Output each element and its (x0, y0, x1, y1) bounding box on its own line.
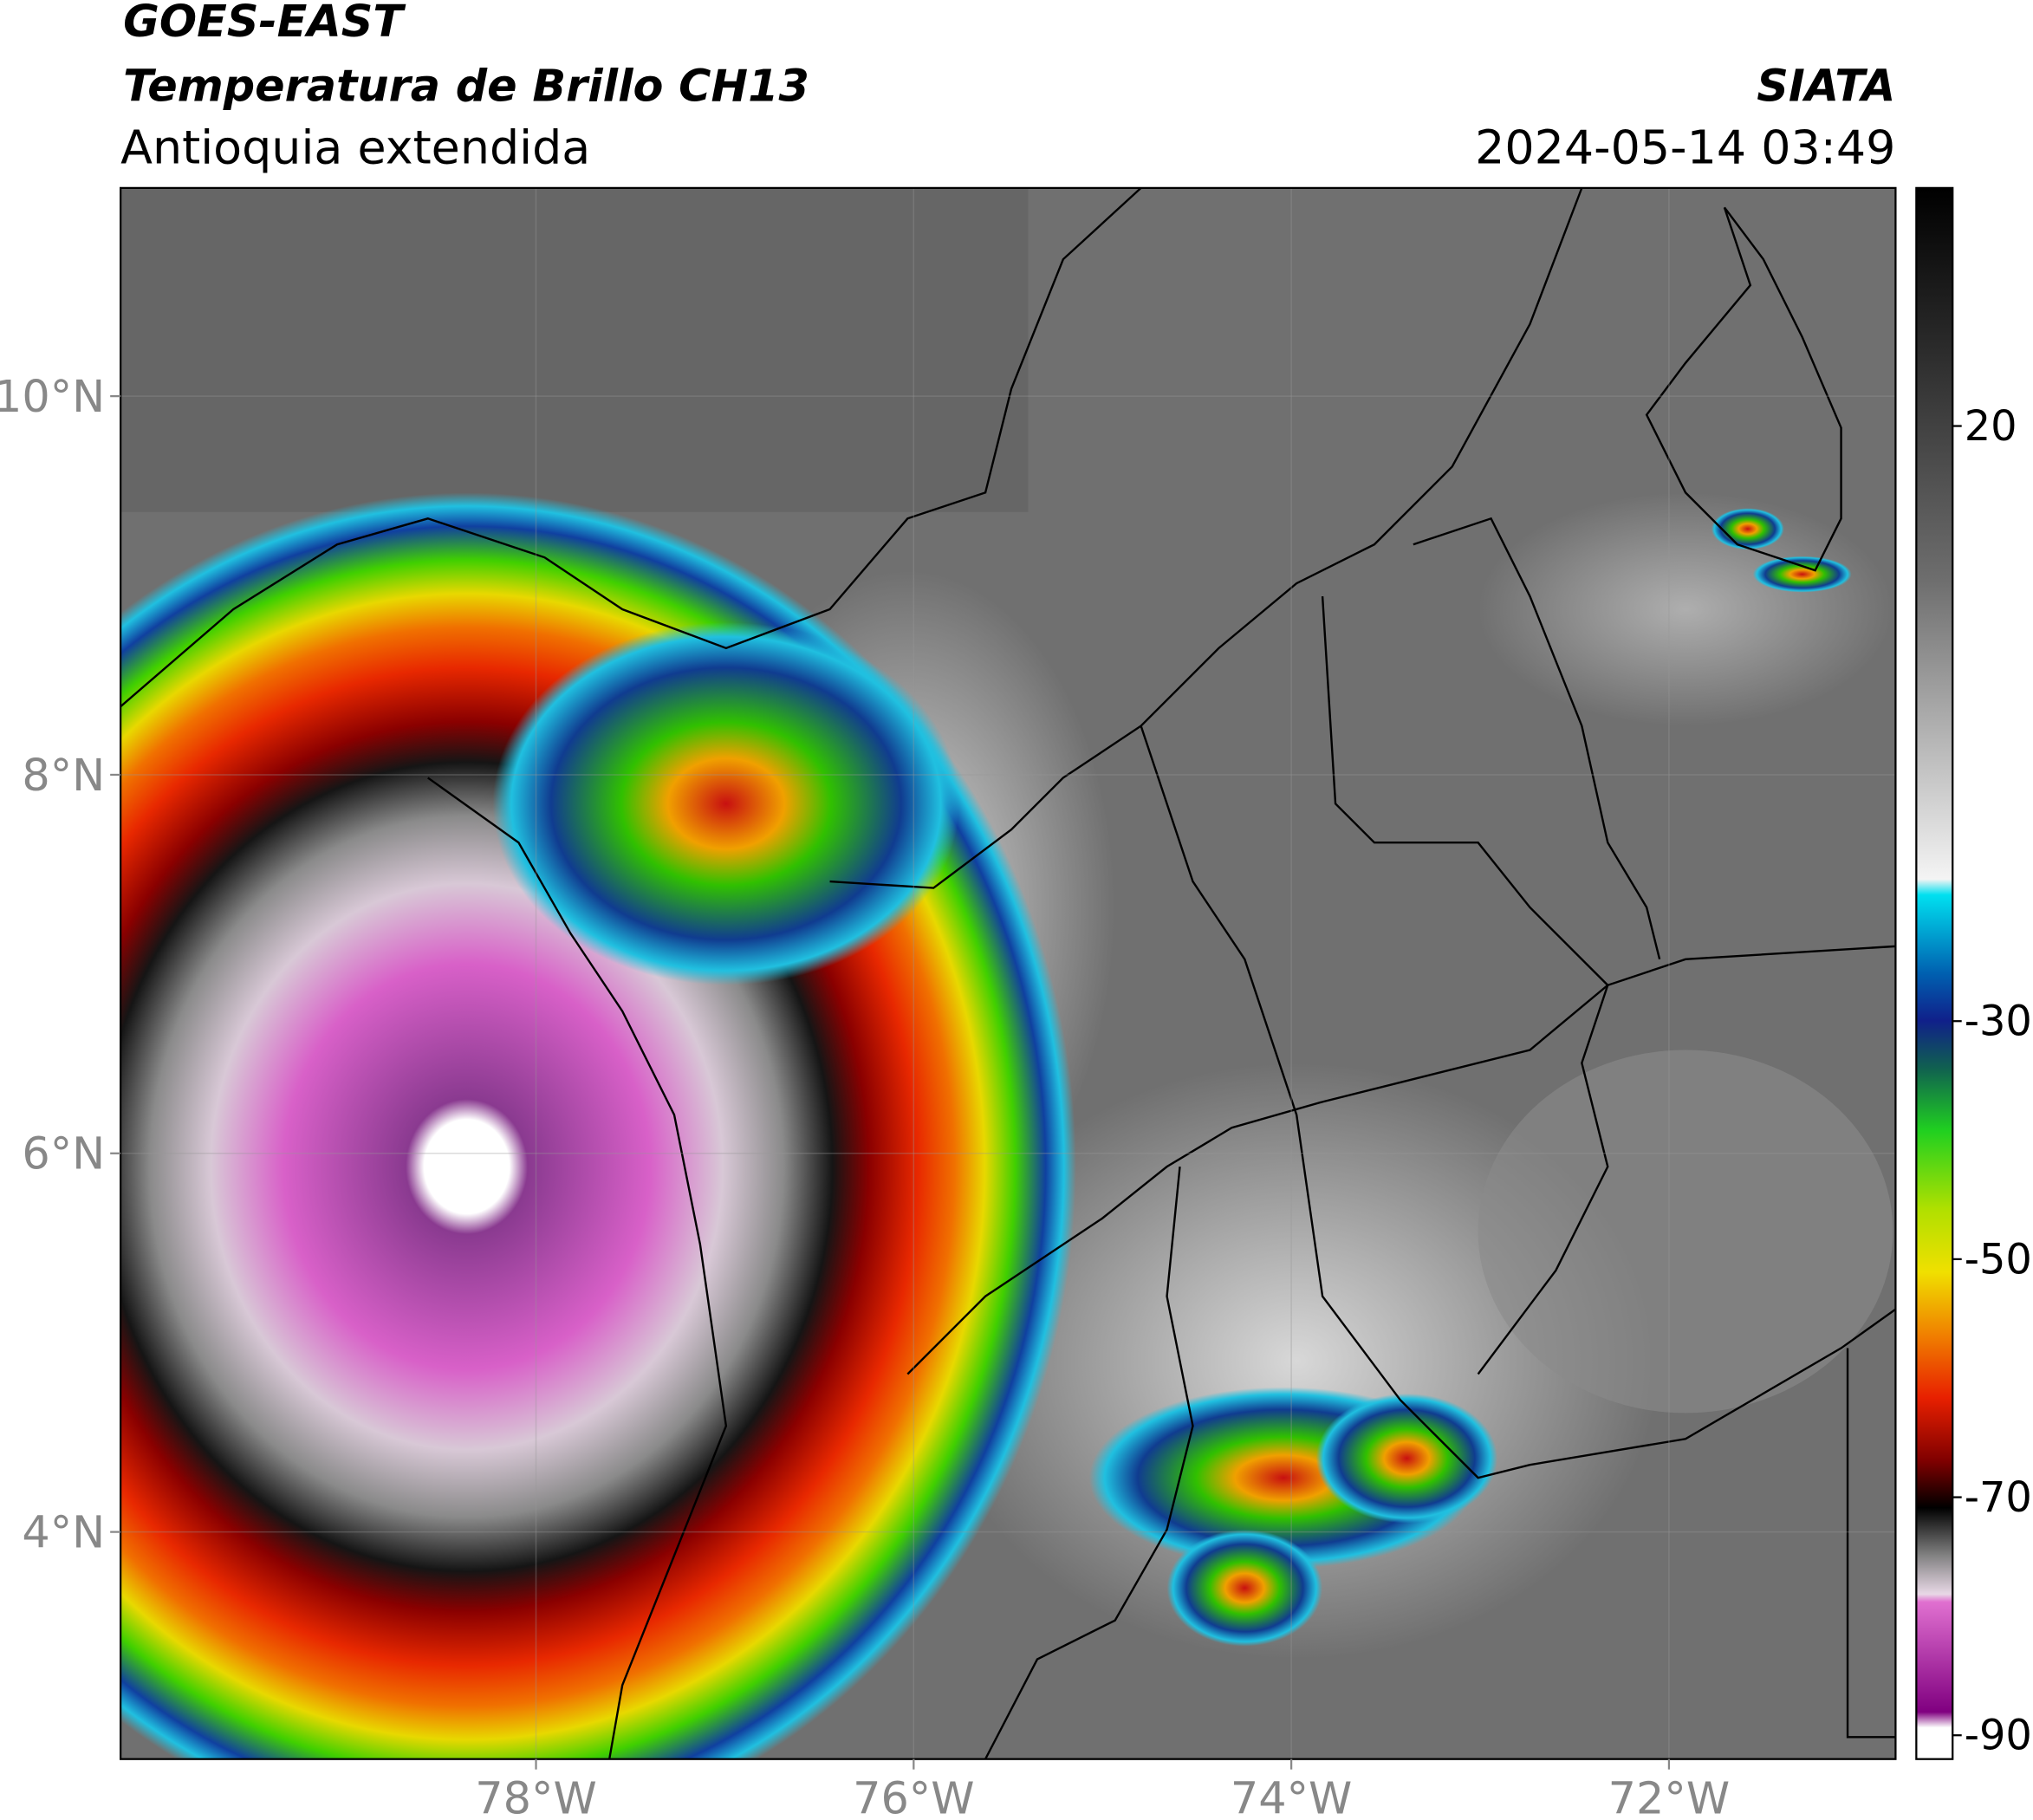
x-tick-label: 74°W (1231, 1773, 1352, 1820)
cloud-free-sea (120, 187, 1029, 512)
y-tick-label: 6°N (22, 1128, 105, 1180)
x-tick-label: 72°W (1608, 1773, 1730, 1820)
convective-cell (492, 621, 960, 985)
border-line (1140, 725, 1896, 1479)
border-line (1846, 1348, 1896, 1739)
colorbar-tick-label: -30 (1965, 998, 2032, 1046)
border-line (984, 1167, 1194, 1759)
colorbar-tick-label: 20 (1965, 403, 2017, 451)
graticule (120, 187, 1896, 1759)
border-line (1321, 595, 1609, 1375)
datetime: 2024-05-14 03:49 (1475, 120, 1895, 174)
border-line (829, 187, 1583, 889)
colorbar (1915, 186, 1954, 1760)
map-frame (120, 186, 1897, 1760)
map-image (120, 187, 1896, 1759)
x-tick-label: 76°W (853, 1773, 974, 1820)
cloud-haze (1478, 492, 1893, 726)
y-tick-label: 4°N (22, 1507, 105, 1558)
convective-cell (1711, 508, 1784, 550)
convective-cell (1166, 1529, 1323, 1647)
cloud-haze (1478, 1050, 1893, 1414)
region: Antioquia extendida (120, 120, 590, 174)
coastline (427, 777, 728, 1759)
convective-cell (1315, 1393, 1498, 1524)
source: SIATA (1757, 61, 1895, 112)
colorbar-tick-label: -50 (1965, 1236, 2032, 1284)
x-tick-label: 78°W (475, 1773, 596, 1820)
y-tick-label: 10°N (0, 371, 105, 422)
convective-cell (1752, 556, 1852, 593)
title-line2: Temperatura de Brillo CH13 (123, 61, 809, 112)
coastline (120, 187, 1142, 708)
border-line (906, 945, 1896, 1375)
colorbar-tick-label: -90 (1965, 1713, 2032, 1760)
title-line1: GOES-EAST (123, 0, 406, 47)
colorbar-tick-label: -70 (1965, 1474, 2032, 1522)
peninsula-coast (1645, 206, 1842, 572)
y-tick-label: 8°N (22, 750, 105, 801)
border-line (1413, 517, 1661, 960)
